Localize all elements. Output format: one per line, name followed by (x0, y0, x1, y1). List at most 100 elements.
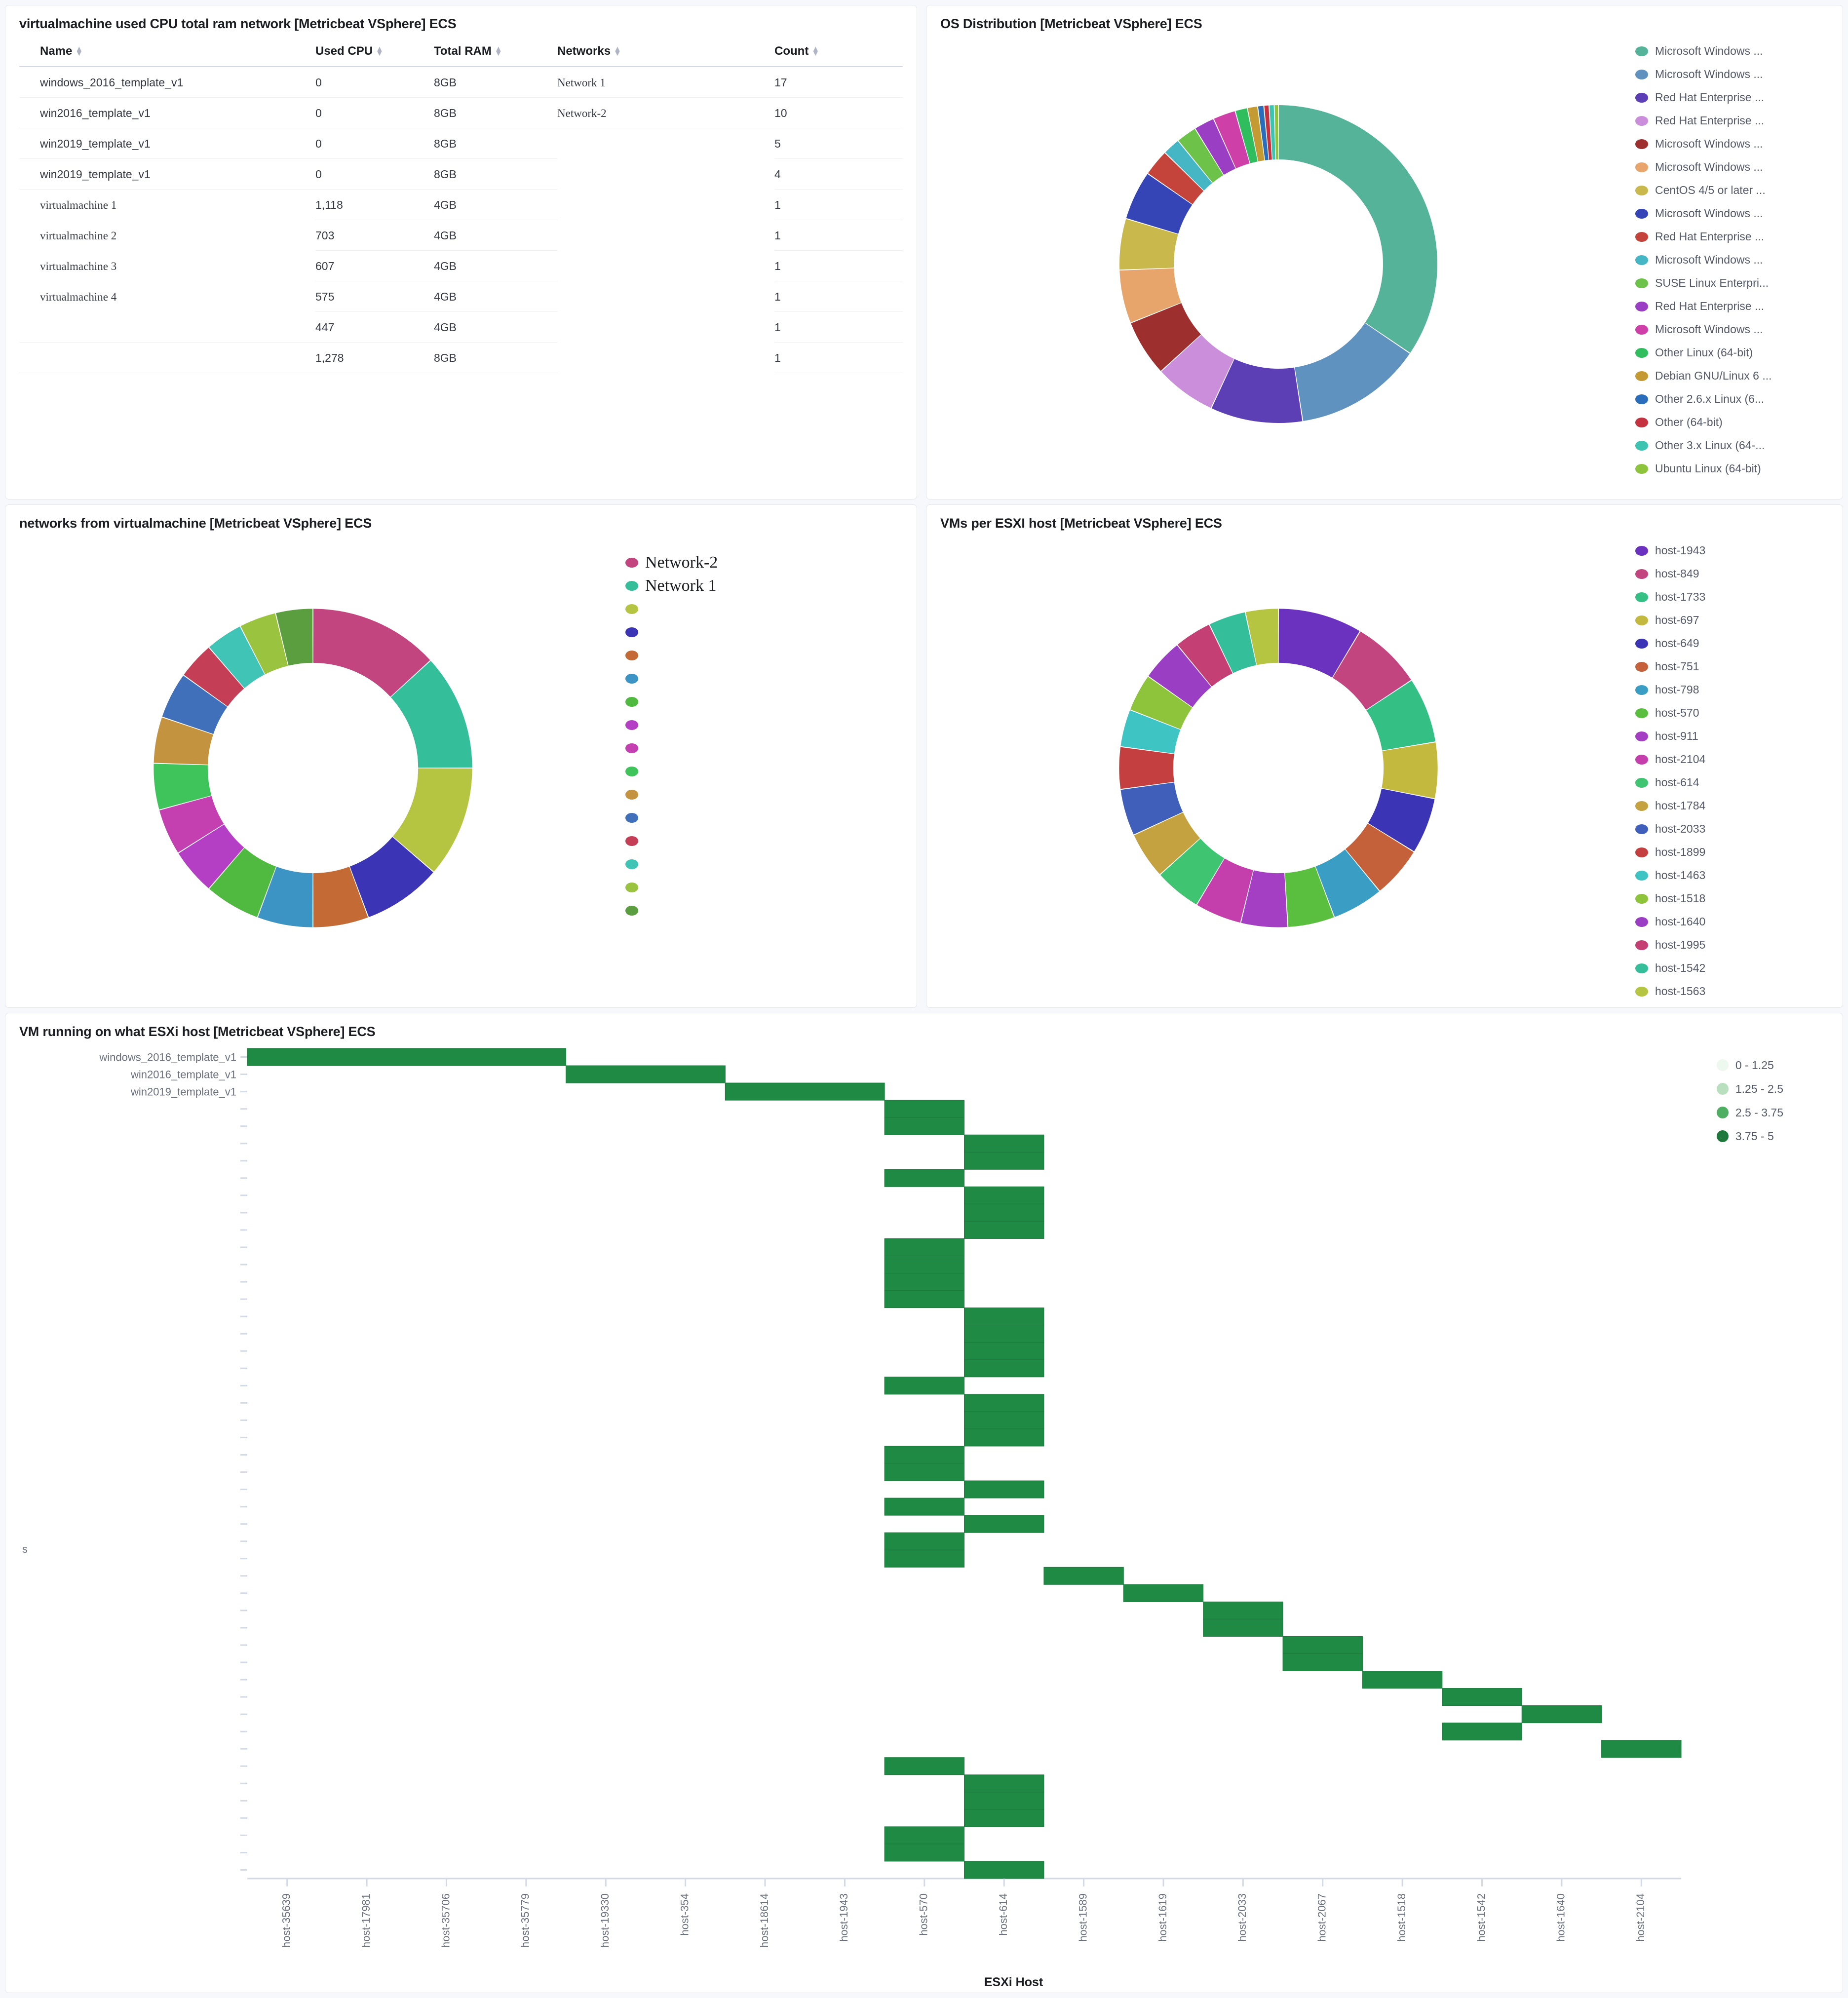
legend-item[interactable] (625, 783, 917, 806)
donut-slice[interactable] (154, 764, 212, 810)
legend-item[interactable]: host-570 (1635, 701, 1843, 725)
table-row[interactable]: virtualmachine 1 1,118 4GB 1 (19, 189, 903, 220)
donut-slice[interactable] (313, 609, 430, 697)
heatmap-cell[interactable] (884, 1446, 964, 1464)
donut-slice[interactable] (1245, 609, 1278, 665)
donut-slice[interactable] (258, 867, 313, 927)
heatmap-cell[interactable] (1442, 1723, 1522, 1741)
legend-item[interactable]: Other (64-bit) (1635, 411, 1843, 434)
heatmap-cell[interactable] (964, 1774, 1044, 1793)
legend-item[interactable]: host-798 (1635, 678, 1843, 701)
legend-item[interactable]: CentOS 4/5 or later ... (1635, 179, 1843, 202)
legend-item[interactable]: Red Hat Enterprise ... (1635, 295, 1843, 318)
donut-slice[interactable] (1165, 141, 1212, 191)
donut-slice[interactable] (1366, 681, 1436, 751)
heatmap-cell[interactable] (964, 1325, 1044, 1343)
legend-item[interactable] (625, 667, 917, 690)
legend-item[interactable]: host-2033 (1635, 817, 1843, 841)
legend-item[interactable]: Microsoft Windows ... (1635, 155, 1843, 179)
legend-item[interactable]: host-911 (1635, 725, 1843, 748)
legend-item[interactable]: Microsoft Windows ... (1635, 318, 1843, 341)
donut-slice[interactable] (1119, 268, 1181, 323)
legend-item[interactable] (625, 736, 917, 760)
donut-slice[interactable] (1148, 153, 1204, 204)
donut-slice[interactable] (1285, 866, 1334, 927)
heatmap-cell[interactable] (964, 1792, 1044, 1810)
legend-item[interactable]: Ubuntu Linux (64-bit) (1635, 457, 1843, 480)
heatmap-cell[interactable] (964, 1359, 1044, 1378)
os-distribution-donut[interactable] (1056, 42, 1501, 486)
legend-item[interactable]: host-1784 (1635, 794, 1843, 817)
sort-icon[interactable]: ▲ ▼ (376, 44, 384, 58)
heatmap-cell[interactable] (1601, 1740, 1682, 1758)
donut-slice[interactable] (1120, 710, 1181, 754)
table-row[interactable]: win2019_template_v1 0 8GB 4 (19, 158, 903, 190)
table-row[interactable]: windows_2016_template_v1 0 8GB Network 1 17 (19, 67, 903, 98)
donut-slice[interactable] (1178, 129, 1224, 183)
table-row[interactable]: win2016_template_v1 0 8GB Network-2 10 (19, 97, 903, 128)
donut-slice[interactable] (1130, 677, 1193, 730)
vm-heatmap[interactable]: windows_2016_template_v1 win2016_template… (5, 1039, 1843, 1992)
legend-item[interactable]: Microsoft Windows ... (1635, 63, 1843, 86)
legend-item[interactable]: host-751 (1635, 655, 1843, 678)
heatmap-cell[interactable] (964, 1861, 1044, 1879)
legend-item[interactable]: host-1463 (1635, 864, 1843, 887)
heatmap-cell[interactable] (964, 1134, 1044, 1153)
donut-slice[interactable] (276, 609, 313, 666)
column-header-total-ram[interactable]: Total RAM ▲ ▼ (434, 44, 557, 67)
legend-item[interactable]: Microsoft Windows ... (1635, 248, 1843, 271)
heatmap-cell[interactable] (964, 1342, 1044, 1360)
donut-slice[interactable] (1120, 782, 1183, 835)
heatmap-cell[interactable] (964, 1480, 1044, 1498)
heatmap-cell[interactable] (884, 1826, 964, 1844)
heatmap-cell[interactable] (884, 1256, 964, 1274)
donut-slice[interactable] (1315, 849, 1380, 917)
column-header-count[interactable]: Count ▲ ▼ (774, 44, 903, 67)
donut-slice[interactable] (154, 717, 213, 765)
donut-slice[interactable] (1264, 105, 1272, 160)
legend-item[interactable]: Other 3.x Linux (64-... (1635, 434, 1843, 457)
donut-slice[interactable] (1177, 624, 1232, 687)
legend-item[interactable]: host-2104 (1635, 748, 1843, 771)
legend-item[interactable] (625, 644, 917, 667)
donut-slice[interactable] (313, 867, 368, 927)
heatmap-cell[interactable] (1362, 1671, 1443, 1689)
legend-item[interactable] (625, 690, 917, 713)
column-header-used-cpu[interactable]: Used CPU ▲ ▼ (315, 44, 434, 67)
donut-slice[interactable] (1278, 609, 1360, 678)
heatmap-cell[interactable] (1043, 1567, 1124, 1585)
heatmap-cell[interactable] (964, 1394, 1044, 1412)
legend-item[interactable]: Red Hat Enterprise ... (1635, 86, 1843, 109)
donut-slice[interactable] (1214, 111, 1250, 169)
legend-item[interactable] (625, 852, 917, 876)
heatmap-cell[interactable] (884, 1549, 964, 1568)
legend-item[interactable]: 2.5 - 3.75 (1716, 1101, 1783, 1124)
heatmap-cell[interactable] (964, 1186, 1044, 1204)
legend-item[interactable] (625, 713, 917, 736)
heatmap-cell[interactable] (884, 1757, 964, 1775)
donut-slice[interactable] (1119, 747, 1174, 789)
heatmap-cell[interactable] (1442, 1688, 1522, 1706)
heatmap-cell[interactable] (1282, 1653, 1363, 1672)
table-row[interactable]: virtualmachine 3 607 4GB 1 (19, 250, 903, 281)
heatmap-cell[interactable] (884, 1498, 964, 1516)
legend-item[interactable]: Microsoft Windows ... (1635, 132, 1843, 155)
donut-slice[interactable] (1274, 105, 1278, 160)
table-row[interactable]: 1,278 8GB 1 (19, 342, 903, 373)
legend-item[interactable]: 1.25 - 2.5 (1716, 1077, 1783, 1101)
heatmap-cell[interactable] (884, 1463, 964, 1481)
donut-slice[interactable] (1295, 323, 1410, 422)
sort-icon[interactable]: ▲ ▼ (494, 44, 502, 58)
heatmap-cell[interactable] (884, 1532, 964, 1550)
table-row[interactable]: virtualmachine 4 575 4GB 1 (19, 281, 903, 312)
legend-item[interactable]: host-1542 (1635, 957, 1843, 980)
donut-slice[interactable] (1134, 812, 1200, 875)
donut-slice[interactable] (1131, 303, 1201, 371)
sort-icon[interactable]: ▲ ▼ (75, 44, 83, 58)
donut-slice[interactable] (1209, 612, 1257, 673)
donut-slice[interactable] (1160, 839, 1225, 905)
legend-item[interactable] (625, 760, 917, 783)
legend-item[interactable]: host-1563 (1635, 980, 1843, 1003)
heatmap-cell[interactable] (964, 1515, 1044, 1533)
legend-item[interactable]: Network 1 (625, 574, 917, 597)
